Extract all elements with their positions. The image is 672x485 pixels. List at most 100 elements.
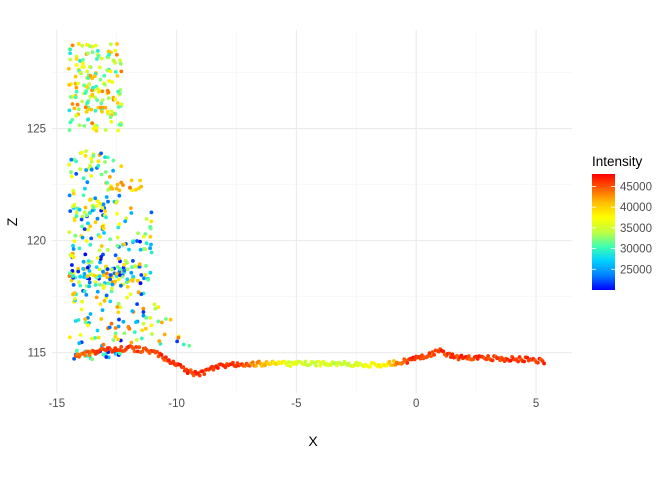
data-point bbox=[69, 253, 74, 258]
data-point bbox=[149, 323, 154, 328]
data-point bbox=[79, 150, 84, 155]
data-point bbox=[118, 91, 122, 96]
data-point bbox=[148, 226, 153, 231]
data-point bbox=[113, 70, 118, 74]
data-point bbox=[115, 305, 120, 309]
data-point bbox=[144, 264, 148, 268]
data-point bbox=[101, 286, 106, 290]
data-point bbox=[93, 336, 97, 340]
data-point bbox=[159, 352, 164, 357]
data-point bbox=[125, 285, 130, 289]
data-point bbox=[432, 352, 436, 357]
data-point bbox=[85, 274, 90, 279]
data-point bbox=[74, 210, 79, 215]
data-point bbox=[148, 234, 153, 239]
data-point bbox=[105, 109, 110, 114]
data-point bbox=[81, 193, 86, 198]
data-point bbox=[118, 305, 123, 310]
data-point bbox=[449, 355, 453, 359]
data-point bbox=[69, 157, 74, 162]
data-point bbox=[105, 267, 110, 271]
data-point bbox=[82, 124, 87, 128]
data-point bbox=[108, 237, 113, 242]
data-point bbox=[160, 320, 164, 325]
data-point bbox=[405, 361, 410, 365]
data-point bbox=[101, 202, 106, 207]
data-point bbox=[88, 242, 93, 247]
data-point bbox=[181, 365, 186, 369]
data-point bbox=[104, 293, 109, 298]
data-point bbox=[156, 319, 161, 324]
data-point bbox=[129, 211, 134, 215]
data-point bbox=[109, 321, 114, 326]
data-point bbox=[93, 43, 98, 48]
data-point bbox=[144, 217, 149, 221]
data-point bbox=[136, 290, 141, 295]
data-point bbox=[113, 326, 118, 330]
data-point bbox=[130, 265, 135, 270]
data-point bbox=[83, 91, 88, 95]
y-tick-label: 115 bbox=[28, 348, 46, 360]
data-point bbox=[85, 51, 90, 56]
data-point bbox=[105, 275, 110, 280]
data-point bbox=[429, 354, 433, 358]
data-point bbox=[67, 128, 72, 132]
data-point bbox=[93, 108, 98, 113]
data-point bbox=[91, 154, 96, 158]
data-point bbox=[102, 231, 106, 235]
data-point bbox=[74, 63, 79, 67]
data-point bbox=[149, 250, 154, 255]
data-point bbox=[68, 47, 73, 52]
data-point bbox=[101, 352, 106, 357]
data-point bbox=[113, 279, 117, 284]
data-point bbox=[81, 61, 85, 66]
data-point bbox=[118, 267, 122, 271]
data-point bbox=[75, 348, 79, 353]
data-point bbox=[108, 273, 113, 277]
data-point bbox=[103, 155, 107, 160]
data-point bbox=[86, 221, 90, 226]
data-point bbox=[117, 193, 122, 198]
data-point bbox=[127, 247, 131, 252]
data-point bbox=[94, 265, 99, 269]
data-point bbox=[138, 281, 143, 286]
data-point bbox=[108, 277, 112, 282]
data-point bbox=[516, 359, 520, 364]
data-point bbox=[188, 368, 193, 373]
data-point bbox=[128, 185, 132, 190]
data-point bbox=[254, 364, 258, 368]
data-point bbox=[102, 82, 107, 87]
data-point bbox=[87, 65, 92, 69]
data-point bbox=[135, 302, 140, 306]
data-point bbox=[285, 363, 290, 367]
data-point bbox=[122, 242, 126, 247]
data-point bbox=[87, 269, 92, 273]
data-point bbox=[73, 319, 78, 323]
data-point bbox=[110, 282, 115, 287]
data-point bbox=[116, 105, 121, 109]
data-point bbox=[94, 295, 99, 300]
data-point bbox=[70, 102, 75, 106]
data-point bbox=[113, 48, 117, 53]
y-axis-title: Z bbox=[4, 217, 20, 226]
data-point bbox=[148, 316, 153, 320]
data-point bbox=[74, 57, 79, 61]
data-point bbox=[117, 317, 121, 322]
data-point bbox=[139, 273, 144, 277]
data-point bbox=[99, 172, 104, 177]
data-point bbox=[95, 57, 99, 61]
data-point bbox=[87, 284, 91, 289]
data-point bbox=[85, 265, 90, 270]
data-point bbox=[101, 342, 106, 347]
data-point bbox=[117, 351, 122, 356]
data-point bbox=[202, 372, 207, 376]
data-point bbox=[97, 248, 102, 253]
data-point bbox=[100, 206, 105, 210]
data-point bbox=[420, 353, 424, 358]
data-point bbox=[71, 243, 75, 248]
data-point bbox=[148, 270, 153, 275]
data-point bbox=[111, 158, 116, 163]
data-point bbox=[74, 85, 79, 90]
data-point bbox=[100, 56, 104, 61]
data-point bbox=[115, 42, 119, 46]
